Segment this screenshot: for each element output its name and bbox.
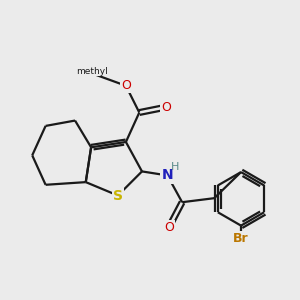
- Text: methyl: methyl: [76, 67, 108, 76]
- Text: H: H: [171, 162, 180, 172]
- Text: O: O: [121, 79, 131, 92]
- Text: S: S: [113, 188, 123, 203]
- Text: O: O: [164, 221, 174, 234]
- Text: N: N: [162, 168, 173, 182]
- Text: Br: Br: [233, 232, 249, 245]
- Text: O: O: [161, 101, 171, 114]
